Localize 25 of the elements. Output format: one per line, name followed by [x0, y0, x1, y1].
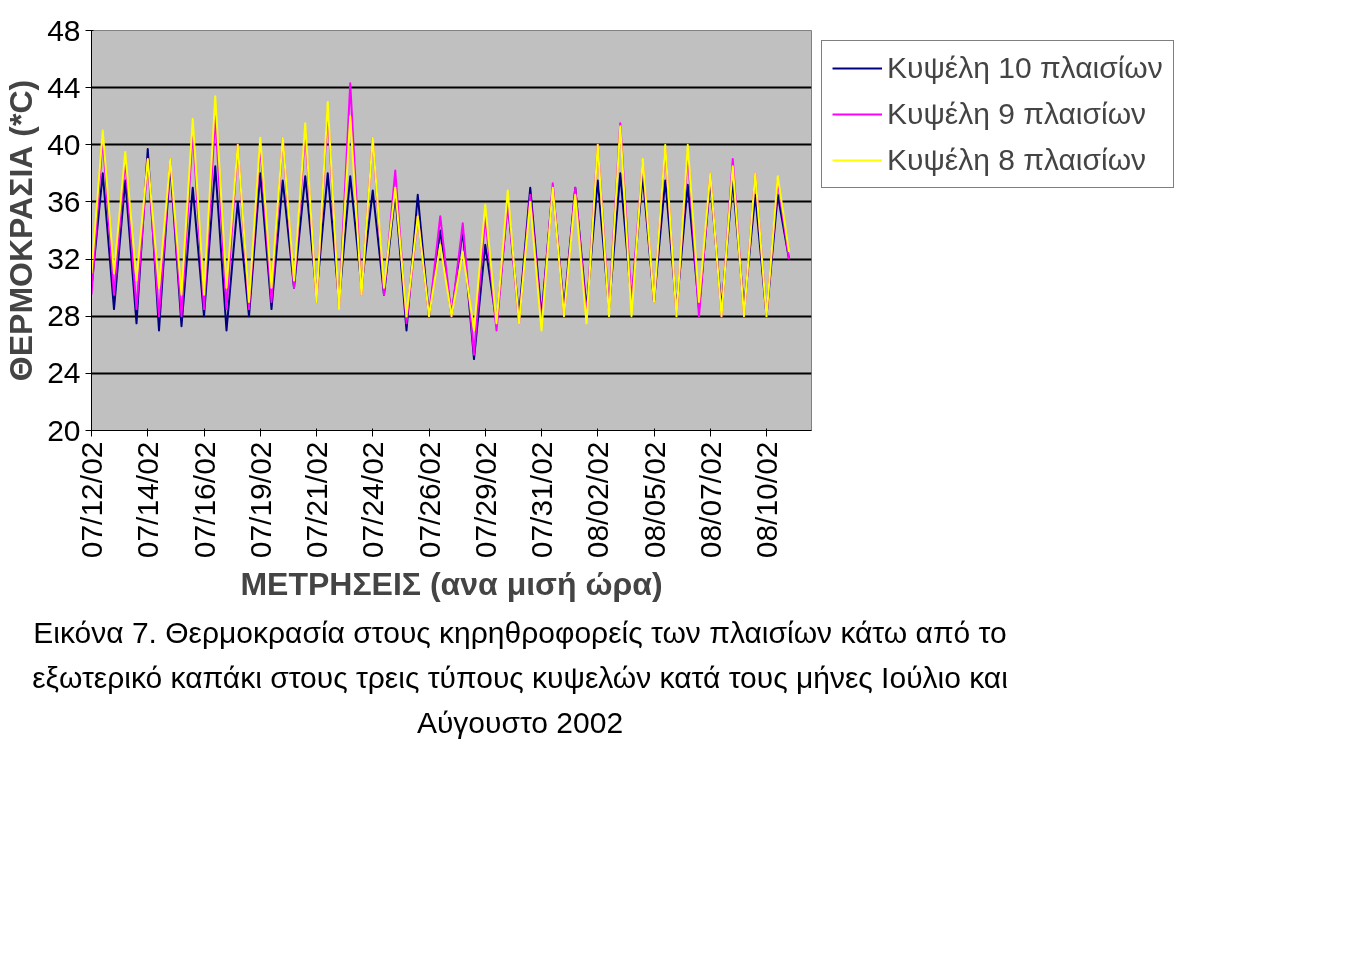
x-tick-label: 07/29/02: [468, 441, 502, 559]
y-tick-label: 40: [47, 127, 81, 161]
y-tick-label: 24: [47, 356, 81, 390]
x-tick-label: 08/10/02: [750, 441, 783, 559]
y-axis-title: ΘΕΡΜΟΚΡΑΣΙΑ (*C): [3, 79, 40, 382]
legend-label: Κυψέλη 8 πλαισίων: [887, 143, 1147, 177]
x-tick-label: 07/26/02: [412, 441, 446, 559]
x-tick-label: 07/21/02: [300, 441, 333, 559]
y-tick-label: 44: [47, 70, 81, 104]
x-tick-label: 07/31/02: [525, 441, 558, 559]
x-tick-label: 08/05/02: [637, 441, 671, 559]
x-axis-title: ΜΕΤΡΗΣΕΙΣ (ανα μισή ώρα): [240, 566, 663, 603]
y-tick-label: 32: [47, 242, 81, 276]
y-tick-label: 48: [47, 13, 81, 47]
text: Εικόνα 7. Θερμοκρασία στους κηρηθροφορείς των πλαισίων κάτω από το εξωτερικό καπάκι στους τρεις τύπους κυψελών κατά τους μήνες Ιούλιο και Αύγουστο 2002: [31, 615, 1009, 741]
legend-label: Κυψέλη 10 πλαισίων: [887, 51, 1163, 85]
y-tick-label: 36: [47, 184, 81, 218]
x-tick-label: 07/19/02: [243, 441, 277, 559]
x-tick-label: 07/16/02: [187, 441, 221, 559]
x-tick-label: 08/02/02: [581, 441, 615, 559]
y-tick-label: 28: [47, 299, 81, 333]
legend-label: Κυψέλη 9 πλαισίων: [887, 97, 1147, 131]
x-tick-label: 07/24/02: [356, 441, 390, 559]
x-tick-label: 07/14/02: [131, 441, 165, 559]
x-tick-label: 08/07/02: [693, 441, 727, 559]
